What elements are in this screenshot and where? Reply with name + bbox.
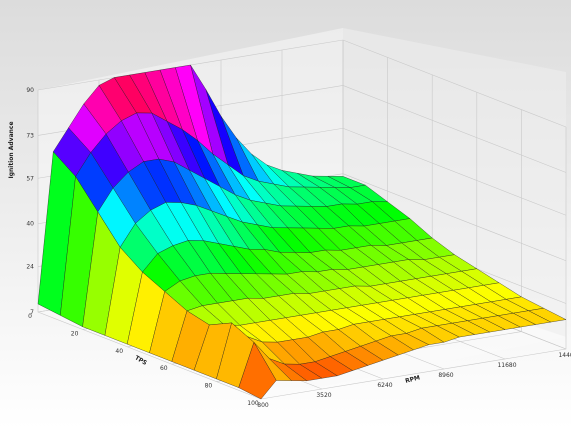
- tps-tick-label: 40: [115, 348, 123, 355]
- tps-tick-label: 0: [28, 313, 32, 320]
- tps-tick-label: 60: [160, 365, 168, 372]
- surface-mesh: [37, 64, 567, 400]
- tps-gridline: [260, 127, 567, 400]
- rpm-tick-label: 3520: [316, 392, 331, 399]
- rpm-tick-label: 8960: [438, 372, 453, 379]
- tps-tick-label: 20: [71, 330, 79, 337]
- rpm-tick-label: 11680: [497, 362, 516, 369]
- x-axis-label: RPM: [405, 374, 421, 384]
- tps-tick-label: 100: [247, 400, 259, 407]
- z-tick-label: 90: [26, 87, 34, 94]
- z-tick-label: 73: [26, 132, 34, 139]
- z-tick-label: 57: [26, 175, 34, 182]
- surface-cell: [238, 342, 277, 400]
- z-axis-label: Ignition Advance: [8, 121, 15, 178]
- rpm-tick-label: 800: [257, 402, 269, 409]
- rpm-tick-label: 6240: [377, 382, 392, 389]
- rpm-tick-label: 14400: [558, 352, 571, 359]
- z-tick-label: 24: [26, 264, 34, 271]
- z-tick-label: 7: [30, 309, 34, 316]
- z-tick-label: 40: [26, 221, 34, 228]
- tps-tick-label: 80: [205, 383, 213, 390]
